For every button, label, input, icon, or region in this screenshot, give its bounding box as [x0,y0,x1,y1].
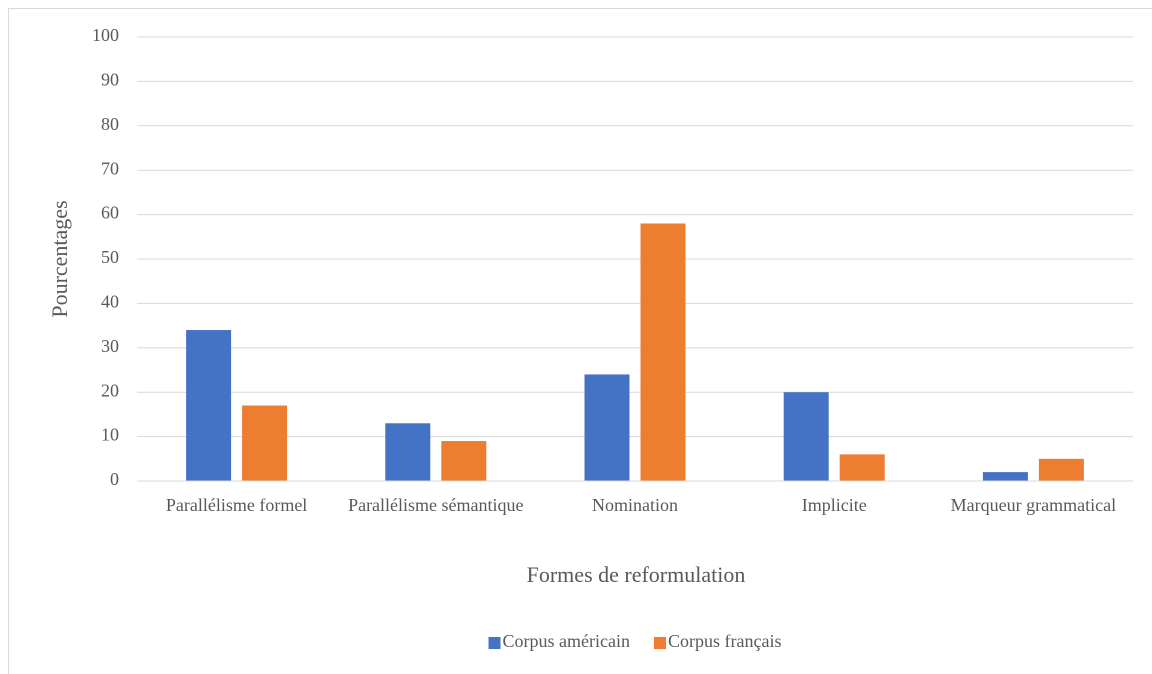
bar [186,330,232,481]
bar [1038,458,1084,481]
bar [982,472,1028,481]
bar [584,374,630,481]
x-tick-label: Marqueur grammatical [951,495,1116,515]
y-tick-label: 10 [101,425,119,445]
x-axis-title: Formes de reformulation [527,562,746,587]
legend-label: Corpus américain [503,631,630,651]
y-tick-label: 20 [101,380,119,400]
y-tick-label: 60 [101,203,119,223]
bar [242,405,288,481]
y-tick-label: 70 [101,158,119,178]
y-tick-label: 100 [92,25,119,45]
bar [839,454,885,481]
legend-swatch [654,637,666,649]
legend-swatch [488,637,501,649]
y-tick-label: 50 [101,247,119,267]
y-tick-label: 0 [110,469,119,489]
x-tick-label: Implicite [802,495,867,515]
bar [441,441,487,481]
y-tick-label: 30 [101,336,119,356]
y-tick-label: 40 [101,292,119,312]
legend-label: Corpus français [668,631,781,651]
y-tick-label: 80 [101,114,119,134]
bar [783,392,829,481]
y-axis-title: Pourcentages [47,200,72,317]
y-tick-label: 90 [101,70,119,90]
chart-border [8,8,1152,674]
bar [640,223,686,482]
x-tick-label: Nomination [592,495,678,515]
x-tick-label: Parallélisme sémantique [348,495,523,515]
bar [385,423,431,481]
x-tick-label: Parallélisme formel [166,495,307,515]
